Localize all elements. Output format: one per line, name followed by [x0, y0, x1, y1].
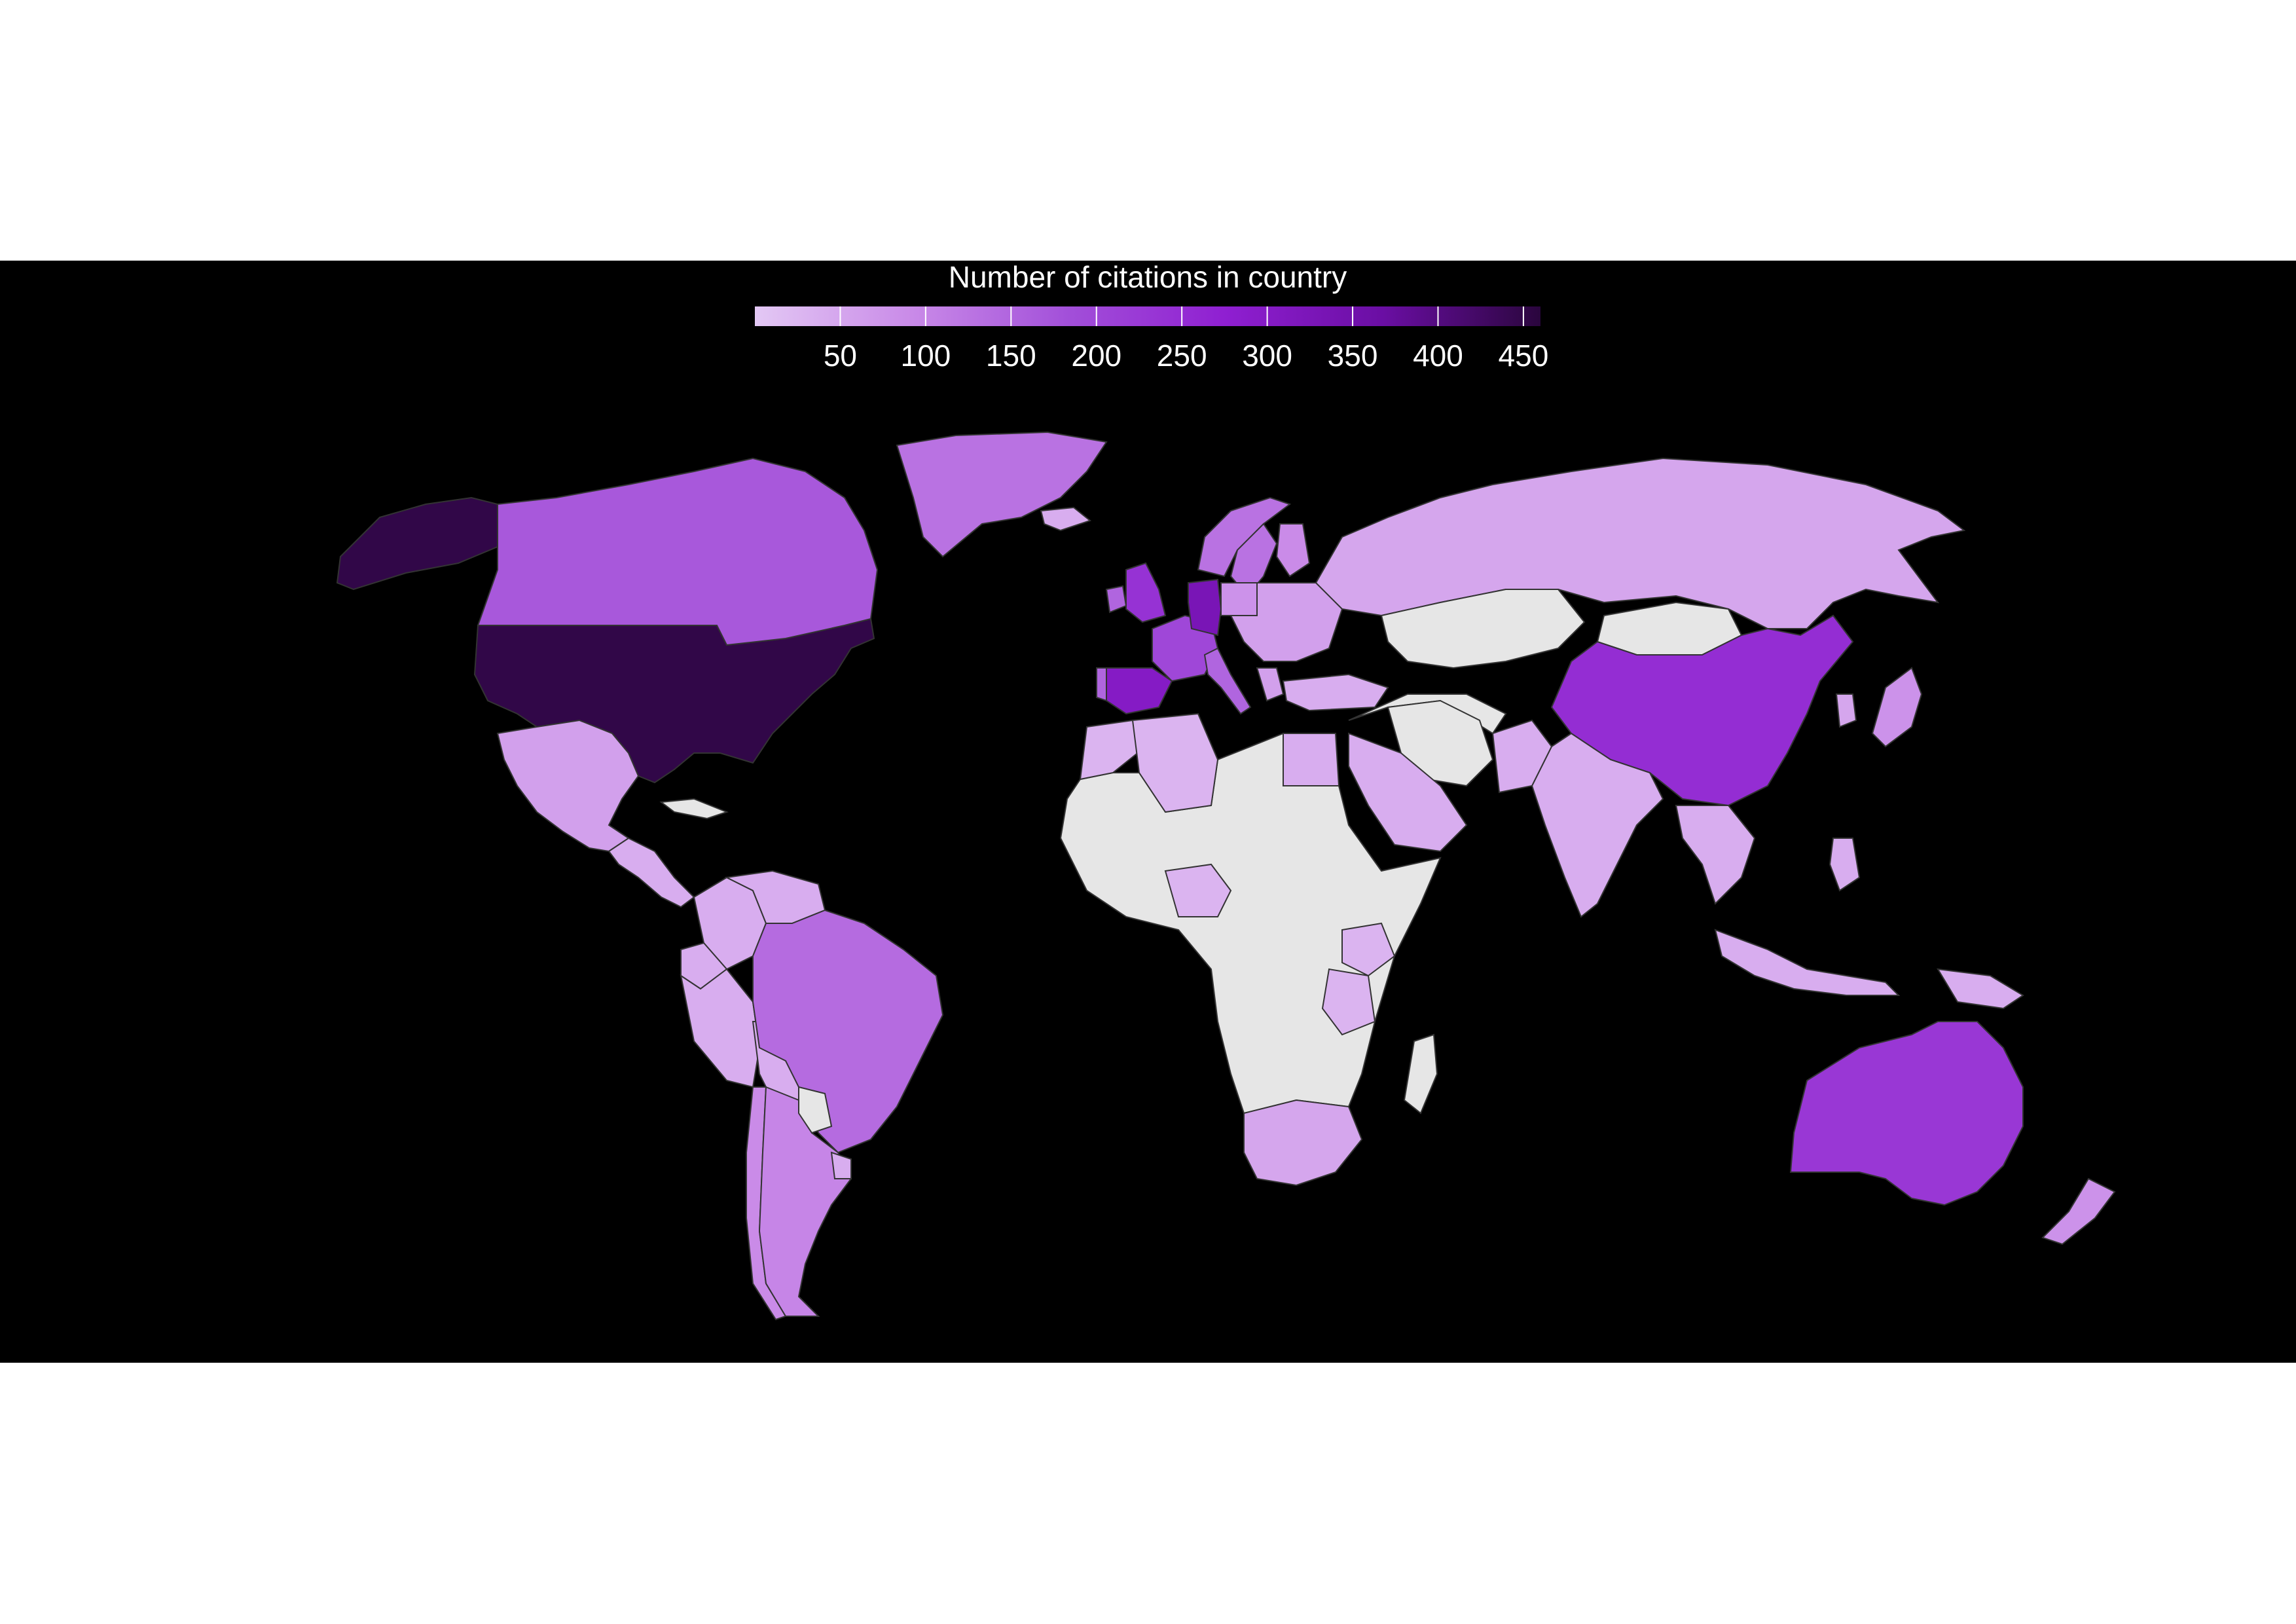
country-finland: [1275, 523, 1311, 578]
country-greenland: [896, 431, 1108, 558]
country-south-africa: [1243, 1099, 1363, 1187]
country-algeria: [1131, 712, 1219, 813]
country-morocco: [1079, 719, 1147, 781]
legend-colorbar: [755, 306, 1540, 326]
country-madagascar: [1403, 1033, 1438, 1115]
country-papua-new-guinea: [1937, 968, 2024, 1010]
country-russia: [1315, 457, 1966, 629]
country-paraguay: [798, 1086, 833, 1134]
country-peru: [680, 968, 761, 1088]
country-new-zealand: [2041, 1177, 2116, 1246]
country-central-america: [608, 837, 695, 908]
country-indonesia: [1714, 929, 1901, 996]
legend-title: Number of citations in country: [948, 260, 1347, 294]
country-norway: [1197, 496, 1292, 578]
country-italy: [1203, 647, 1252, 715]
country-saudi-arabia: [1348, 732, 1468, 853]
country-kazakhstan: [1380, 589, 1586, 669]
country-united-kingdom: [1125, 562, 1167, 623]
country-iceland: [1040, 506, 1092, 532]
country-germany: [1188, 578, 1222, 637]
country-nigeria: [1164, 863, 1232, 917]
country-uruguay: [830, 1151, 852, 1179]
country-poland: [1220, 582, 1258, 616]
country-canada: [477, 457, 879, 646]
country-philippines: [1829, 838, 1861, 892]
country-spain: [1106, 667, 1173, 715]
country-india: [1531, 732, 1664, 918]
country-alaska: [336, 496, 498, 591]
country-southeast-asia: [1675, 805, 1756, 905]
country-kenya: [1341, 922, 1396, 977]
country-portugal: [1096, 667, 1107, 702]
country-tanzania: [1321, 968, 1376, 1036]
country-australia: [1789, 1021, 2024, 1206]
country-egypt: [1283, 733, 1340, 786]
country-greece: [1256, 667, 1285, 702]
country-turkey: [1282, 673, 1389, 712]
country-pakistan: [1491, 719, 1553, 794]
country-mexico: [496, 719, 640, 853]
country-ireland: [1105, 585, 1127, 614]
country-cuba: [659, 798, 729, 820]
country-japan: [1871, 667, 1923, 748]
country-brazil: [752, 909, 944, 1154]
country-south-korea: [1835, 693, 1857, 728]
country-argentina: [758, 1086, 852, 1317]
